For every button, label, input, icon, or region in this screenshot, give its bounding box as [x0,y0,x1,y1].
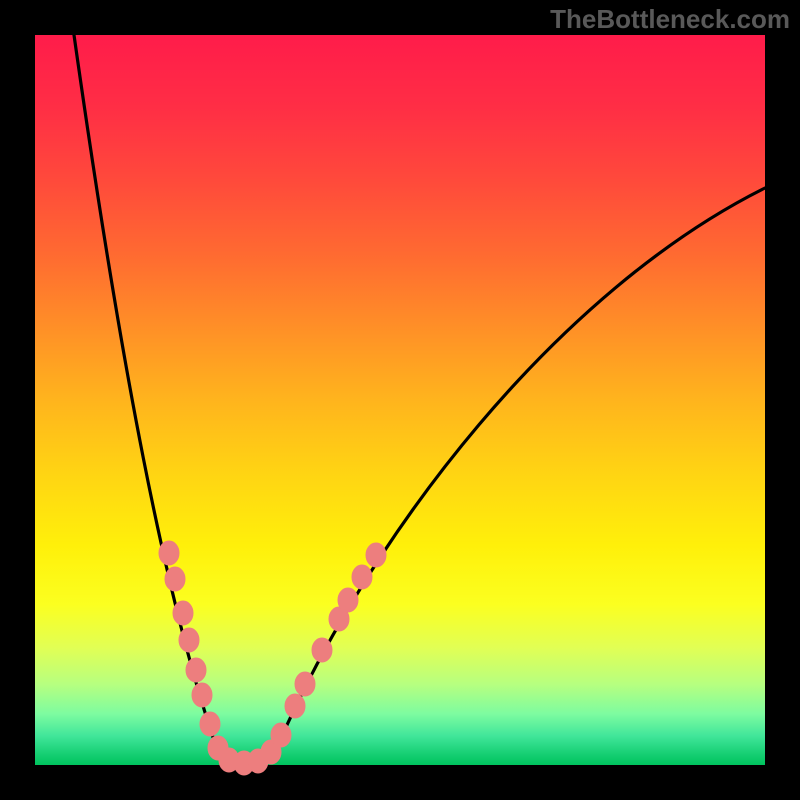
bottleneck-chart [0,0,800,800]
data-marker [338,588,358,612]
data-marker [285,694,305,718]
data-marker [200,712,220,736]
data-marker [295,672,315,696]
watermark-text: TheBottleneck.com [550,4,790,35]
data-marker [192,683,212,707]
data-marker [159,541,179,565]
data-marker [173,601,193,625]
data-marker [165,567,185,591]
data-marker [312,638,332,662]
data-marker [271,723,291,747]
gradient-background [35,35,765,765]
data-marker [352,565,372,589]
data-marker [186,658,206,682]
data-marker [366,543,386,567]
data-marker [179,628,199,652]
chart-container: TheBottleneck.com [0,0,800,800]
